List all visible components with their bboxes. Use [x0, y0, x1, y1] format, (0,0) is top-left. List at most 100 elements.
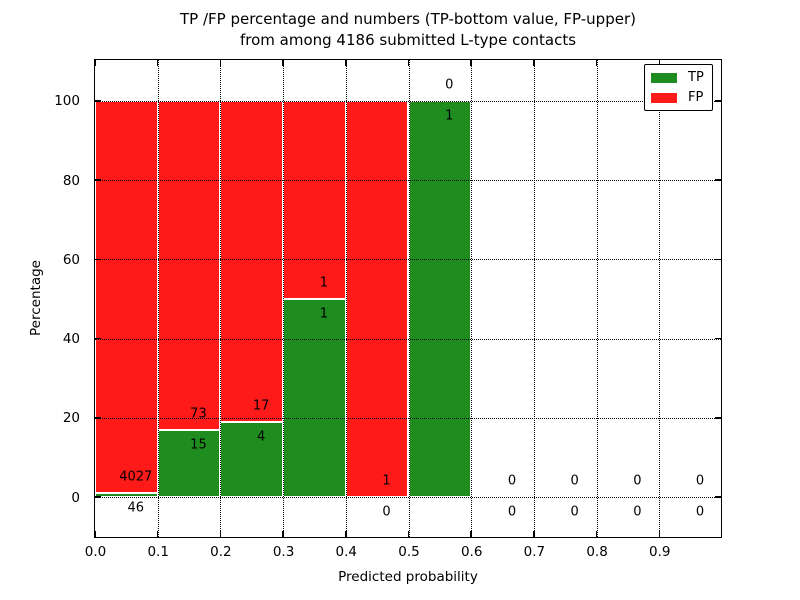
chart-title-line2: from among 4186 submitted L-type contact… [239, 31, 577, 49]
gridline-vertical [659, 60, 661, 537]
gridline-vertical [596, 60, 598, 537]
gridline-vertical [157, 60, 159, 537]
bar-annotation-fp: 17 [252, 398, 270, 414]
bar-annotation-fp: 73 [190, 406, 207, 422]
x-axis-label: Predicted probability [338, 569, 478, 585]
bar-tp [95, 492, 158, 498]
bar-annotation-fp: 4027 [119, 469, 153, 485]
gridline-horizontal [95, 497, 721, 499]
y-tick-mark [95, 337, 101, 340]
x-tick-label: 0.7 [523, 544, 546, 560]
gridline-horizontal [95, 259, 721, 261]
plot-area: 4027 46 73 15 17 4 1 1 1 0 0 1 0 0 0 0 0 0 0 0 TP FP [94, 59, 722, 538]
legend-swatch-fp [651, 92, 677, 103]
bar-annotation-tp: 1 [319, 306, 328, 322]
bar-fp [283, 100, 346, 299]
ticks-layer [94, 60, 721, 537]
bar-annotation-tp: 15 [190, 437, 207, 453]
bar-annotation-tp: 0 [633, 504, 642, 520]
y-tick-mark [95, 179, 101, 181]
grid-layer [95, 60, 721, 537]
x-tick-mark-top [407, 60, 410, 66]
bar-annotation-tp: 0 [507, 504, 517, 520]
bar-annotation-fp: 1 [382, 473, 391, 489]
x-tick-mark [282, 531, 284, 537]
bar-annotation-fp: 0 [507, 473, 517, 489]
x-tick-mark [658, 531, 661, 537]
bar-annotation-fp: 1 [319, 275, 328, 291]
bar-fp [95, 100, 158, 493]
x-tick-mark-top [658, 60, 661, 66]
x-tick-label: 0.0 [84, 544, 107, 560]
x-tick-mark [407, 531, 410, 537]
gridline-vertical [345, 60, 347, 537]
bar-annotation-fp: 0 [695, 473, 705, 489]
bar-annotation-fp: 0 [570, 473, 579, 489]
gridline-vertical [220, 60, 222, 537]
legend: TP FP [644, 64, 713, 111]
bar-annotation-fp: 0 [633, 473, 642, 489]
bar-annotation-tp: 0 [382, 504, 391, 520]
legend-label-fp: FP [688, 89, 704, 105]
x-tick-label: 0.5 [398, 544, 420, 560]
y-tick-label: 40 [62, 331, 80, 348]
y-tick-label: 80 [62, 172, 80, 189]
y-tick-mark-right [715, 179, 721, 181]
x-tick-mark-top [282, 60, 284, 66]
y-tick-mark-right [715, 417, 721, 419]
x-tick-mark [470, 531, 472, 537]
x-tick-mark-top [345, 60, 347, 66]
y-tick-mark [95, 258, 101, 261]
legend-swatch-tp [651, 72, 677, 83]
x-tick-label: 0.4 [335, 544, 358, 560]
bar-annotation-tp: 0 [570, 504, 579, 520]
gridline-vertical [533, 60, 535, 537]
x-tick-mark-top [533, 60, 535, 66]
y-tick-label: 20 [62, 410, 80, 427]
chart-title-line1: TP /FP percentage and numbers (TP-bottom… [180, 10, 636, 28]
x-tick-mark [94, 531, 96, 537]
bar-annotation-tp: 4 [257, 429, 266, 445]
y-tick-mark [95, 417, 101, 419]
y-tick-mark-right [715, 337, 721, 340]
x-tick-mark-top [94, 60, 96, 66]
x-tick-label: 0.6 [460, 544, 483, 560]
x-tick-label: 0.8 [586, 544, 608, 560]
x-tick-label: 0.1 [147, 544, 169, 560]
bar-tp [283, 298, 346, 498]
bar-annotation-tp: 1 [445, 108, 454, 124]
bars-layer [95, 60, 721, 537]
y-tick-mark [95, 100, 101, 102]
bar-annotation-fp: 0 [445, 77, 454, 93]
bar-tp [157, 429, 221, 498]
bar-annotation-tp: 0 [695, 504, 705, 520]
y-tick-mark-right [715, 100, 721, 102]
y-axis-label: Percentage [28, 260, 44, 336]
gridline-horizontal [95, 100, 721, 102]
gridline-vertical [283, 60, 285, 537]
x-tick-mark [345, 531, 347, 537]
x-tick-mark [595, 531, 598, 537]
x-tick-mark-top [595, 60, 598, 66]
x-tick-mark-top [470, 60, 472, 66]
bar-fp [345, 100, 409, 498]
x-tick-mark-top [219, 60, 222, 66]
y-tick-label: 0 [71, 489, 80, 506]
gridline-horizontal [95, 338, 721, 340]
x-tick-mark [533, 531, 535, 537]
gridline-horizontal [95, 417, 721, 419]
chart-title: TP /FP percentage and numbers (TP-bottom… [94, 9, 722, 51]
gridline-vertical [408, 60, 410, 537]
x-tick-label: 0.9 [649, 544, 671, 560]
legend-label-tp: TP [688, 69, 704, 85]
y-tick-mark [95, 496, 101, 498]
legend-item-tp: TP [651, 69, 706, 85]
x-tick-label: 0.3 [272, 544, 295, 560]
y-tick-mark-right [715, 258, 721, 261]
gridline-vertical [471, 60, 473, 537]
y-tick-label: 100 [54, 93, 80, 110]
y-tick-mark-right [715, 496, 721, 498]
bar-annotation-tp: 46 [127, 500, 145, 516]
x-tick-label: 0.2 [210, 544, 232, 560]
